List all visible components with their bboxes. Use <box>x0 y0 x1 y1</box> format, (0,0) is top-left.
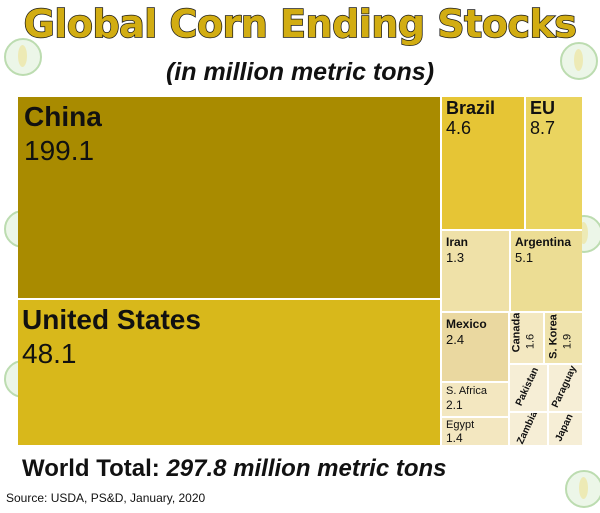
cell-label: S. Africa <box>446 385 487 397</box>
cell-value: 8.7 <box>530 118 556 138</box>
treemap-cell-paraguay: Paraguay <box>549 365 582 411</box>
treemap-cell-zambia: Zambia <box>510 413 547 445</box>
cell-label: Argentina <box>515 235 572 249</box>
world-total-label: World Total: <box>22 455 160 482</box>
cell-label: Paraguay <box>550 365 580 410</box>
treemap-cell-iran: Iran 1.3 <box>442 231 509 311</box>
treemap-cell-pakistan: Pakistan <box>510 365 547 411</box>
treemap-cell-argentina: Argentina 5.1 <box>511 231 582 311</box>
cell-label: China <box>24 101 102 132</box>
cell-label: Zambia <box>515 413 540 445</box>
chart-title: Global Corn Ending Stocks <box>23 1 578 47</box>
cell-label: Canada <box>510 313 523 353</box>
cell-value: 48.1 <box>22 338 77 369</box>
watermark-logo-icon <box>565 470 600 508</box>
world-total-value: 297.8 million metric tons <box>166 455 447 482</box>
treemap-cell-egypt: Egypt 1.4 <box>442 418 508 445</box>
cell-value: 1.3 <box>446 250 465 265</box>
treemap-cell-eu: EU 8.7 <box>526 97 582 229</box>
cell-label: Mexico <box>446 317 487 331</box>
cell-value: 1.9 <box>561 333 574 350</box>
cell-label: EU <box>530 98 556 118</box>
chart-subtitle: (in million metric tons) <box>165 58 435 86</box>
watermark-logo-icon <box>4 38 42 76</box>
cell-label: Iran <box>446 235 469 249</box>
source-note: Source: USDA, PS&D, January, 2020 <box>6 491 206 505</box>
cell-value: 2.1 <box>446 398 463 412</box>
cell-value: 2.4 <box>446 332 465 347</box>
cell-label: Brazil <box>446 98 496 118</box>
treemap-cell-s-korea: S. Korea 1.9 <box>545 313 582 363</box>
treemap-cell-s-africa: S. Africa 2.1 <box>442 383 508 416</box>
treemap-cell-brazil: Brazil 4.6 <box>442 97 524 229</box>
cell-value: 1.4 <box>446 431 463 445</box>
treemap-cell-united-states: United States 48.1 <box>18 300 440 445</box>
treemap: China 199.1 United States 48.1 Brazil 4.… <box>18 97 582 445</box>
treemap-cell-mexico: Mexico 2.4 <box>442 313 508 381</box>
watermark-logo-icon <box>560 42 598 80</box>
world-total: World Total: 297.8 million metric tons <box>22 455 447 483</box>
treemap-cell-china: China 199.1 <box>18 97 440 298</box>
treemap-cell-japan: Japan <box>549 413 582 445</box>
cell-value: 4.6 <box>446 118 472 138</box>
cell-value: 5.1 <box>515 250 534 265</box>
cell-label: Pakistan <box>513 365 542 408</box>
cell-label: Egypt <box>446 419 475 431</box>
cell-label: S. Korea <box>547 314 560 359</box>
cell-label: United States <box>22 304 201 335</box>
treemap-cell-canada: Canada 1.6 <box>510 313 543 363</box>
cell-label: Japan <box>553 413 576 444</box>
cell-value: 1.6 <box>524 333 537 350</box>
cell-value: 199.1 <box>24 135 95 166</box>
